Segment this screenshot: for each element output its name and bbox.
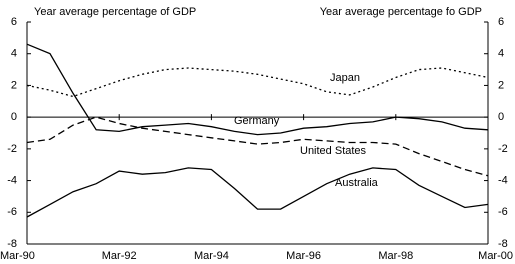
series-line	[26, 67, 489, 98]
y-tick-label: 0	[11, 111, 17, 123]
x-tick-label: Mar-90	[0, 250, 35, 262]
series-label: Germany	[234, 115, 280, 127]
x-tick-label: Mar-94	[194, 250, 229, 262]
series-label: Australia	[335, 177, 379, 189]
y-tick-label: -6	[7, 206, 17, 218]
series-label: United States	[300, 145, 367, 157]
x-tick-label: Mar-96	[286, 250, 321, 262]
y2-tick-label: -6	[498, 206, 508, 218]
y2-tick-label: -2	[498, 143, 508, 155]
y-tick-label: 6	[11, 16, 17, 28]
y-tick-label: 2	[11, 79, 17, 91]
series-line	[26, 43, 489, 136]
y-tick-label: -8	[7, 238, 17, 250]
y-tick-label: 4	[11, 48, 17, 60]
y2-tick-label: 6	[498, 16, 504, 28]
y2-axis-title: Year average percentage fo GDP	[320, 6, 482, 18]
y2-tick-label: -8	[498, 238, 508, 250]
y2-tick-label: -4	[498, 174, 508, 186]
series-line	[26, 116, 489, 177]
series-label: Japan	[330, 72, 360, 84]
x-tick-label: Mar-98	[378, 250, 413, 262]
y2-tick-label: 0	[498, 111, 504, 123]
y2-tick-label: 2	[498, 79, 504, 91]
series-line	[26, 167, 489, 218]
y-tick-label: -4	[7, 174, 17, 186]
y-tick-label: -2	[7, 143, 17, 155]
x-tick-label: Mar-92	[102, 250, 137, 262]
y-axis-title: Year average percentage of GDP	[34, 6, 196, 18]
x-tick-label: Mar-00	[478, 250, 513, 262]
y2-tick-label: 4	[498, 48, 504, 60]
